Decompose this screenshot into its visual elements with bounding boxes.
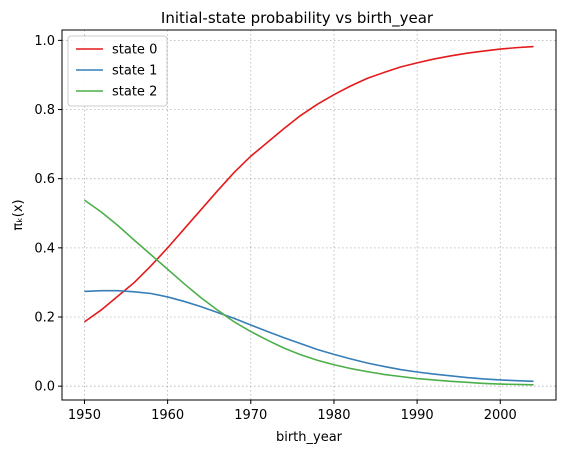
series-line-state-1 xyxy=(84,289,534,383)
legend-box xyxy=(67,35,168,107)
y-tick-label: 0.6 xyxy=(34,172,55,187)
legend-label: state 1 xyxy=(112,64,157,79)
plot-frame xyxy=(61,29,557,401)
legend: state 0 state 1 state 2 xyxy=(67,35,168,107)
series-line-state-2 xyxy=(83,199,534,386)
y-tick-label: 0.2 xyxy=(34,311,55,326)
grid xyxy=(62,30,556,400)
x-tick-label: 1980 xyxy=(317,408,350,423)
x-tick-label: 1970 xyxy=(234,408,267,423)
legend-label: state 0 xyxy=(112,43,157,58)
x-tick-label: 1990 xyxy=(401,408,434,423)
y-axis-title: πₖ(x) xyxy=(11,199,26,230)
y-tick-label: 0.4 xyxy=(34,241,55,256)
x-tick-label: 1950 xyxy=(68,408,101,423)
x-axis: 1950 1960 1970 1980 1990 2000 xyxy=(68,400,517,423)
legend-label: state 2 xyxy=(112,85,157,100)
y-tick-label: 0.0 xyxy=(34,380,55,395)
y-tick-label: 1.0 xyxy=(34,34,55,49)
y-tick-label: 0.8 xyxy=(34,103,55,118)
x-tick-label: 1960 xyxy=(151,408,184,423)
x-tick-label: 2000 xyxy=(484,408,517,423)
chart-title: Initial-state probability vs birth_year xyxy=(161,9,434,28)
y-axis: 0.0 0.2 0.4 0.6 0.8 1.0 xyxy=(34,34,62,395)
series-lines xyxy=(83,45,534,386)
x-axis-title: birth_year xyxy=(276,430,343,445)
series-line-state-0 xyxy=(83,45,534,323)
